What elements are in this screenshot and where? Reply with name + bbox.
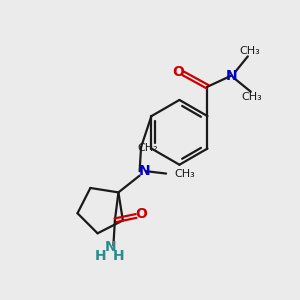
Text: CH₃: CH₃ xyxy=(239,46,260,56)
Text: O: O xyxy=(172,65,184,79)
Text: O: O xyxy=(135,208,147,221)
Text: CH₃: CH₃ xyxy=(174,169,195,178)
Text: H: H xyxy=(95,249,107,263)
Text: N: N xyxy=(105,240,116,254)
Text: CH₃: CH₃ xyxy=(242,92,262,102)
Text: N: N xyxy=(226,68,238,83)
Text: CH₂: CH₂ xyxy=(137,142,158,153)
Text: H: H xyxy=(113,249,124,263)
Text: N: N xyxy=(139,164,151,178)
